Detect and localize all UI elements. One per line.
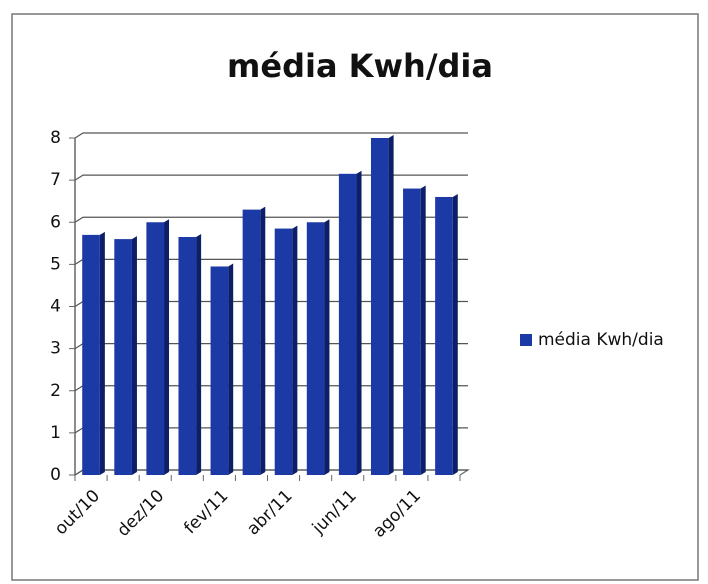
y-tick-label: 4 [50,297,61,317]
bar [242,209,261,476]
y-tick-label: 7 [50,170,61,190]
y-tick-label: 0 [50,465,61,485]
y-tick-label: 3 [50,339,61,359]
legend-swatch [520,334,532,346]
bar-side [164,219,170,475]
y-tick-label: 2 [50,381,61,401]
bar [146,222,165,475]
bar [82,234,100,475]
bar-side [420,185,426,476]
bar-side [324,219,330,475]
bar [306,222,325,475]
bar-side [228,263,234,475]
grid-line [74,132,468,139]
bar [435,196,453,475]
bar-side [196,233,202,475]
bar [210,266,229,475]
y-tick-label: 8 [50,128,61,148]
bar [370,138,389,475]
bar [338,173,357,475]
bar-side [131,236,137,475]
y-tick-label: 6 [50,212,61,232]
bar [403,188,421,476]
y-tick-label: 1 [50,423,61,443]
legend-label: média Kwh/dia [538,330,664,350]
bar [178,236,197,475]
chart-title: média Kwh/dia [227,47,493,85]
bar-side [260,206,266,476]
y-tick-label: 5 [50,254,61,274]
bar-side [99,231,105,475]
bar [274,228,293,475]
bar-side [388,135,394,475]
bar-side [356,170,362,475]
bar-side [292,225,298,475]
bar [114,239,132,475]
bar-side [452,193,458,475]
